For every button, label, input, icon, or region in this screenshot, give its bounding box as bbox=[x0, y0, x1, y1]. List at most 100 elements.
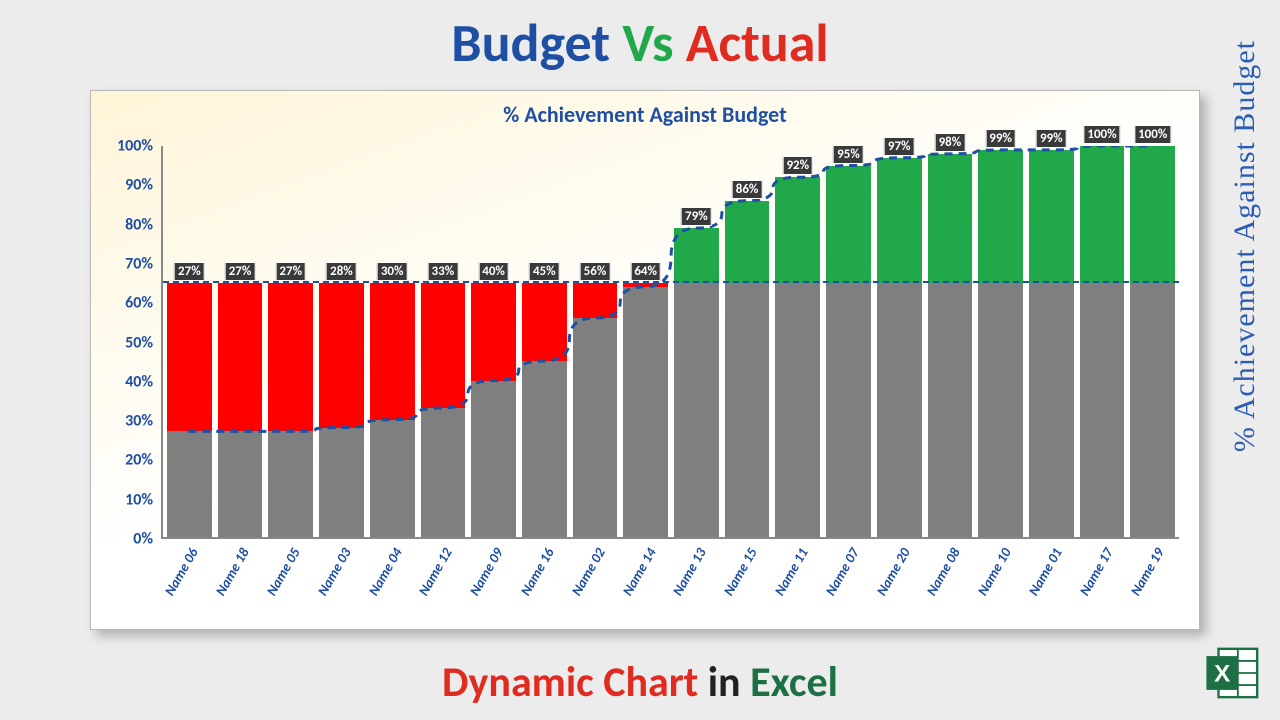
bar-slot: 98% bbox=[928, 146, 973, 537]
x-label: Name 04 bbox=[368, 539, 413, 629]
bar-actual bbox=[471, 381, 516, 537]
subtitle-word-in: in bbox=[708, 657, 741, 708]
bar-slot: 27% bbox=[218, 146, 263, 537]
bar-value-label: 27% bbox=[275, 262, 306, 281]
bar-below bbox=[522, 283, 567, 361]
y-tick: 60% bbox=[125, 294, 153, 313]
y-tick: 10% bbox=[125, 490, 153, 509]
x-label: Name 08 bbox=[927, 539, 972, 629]
bar-below bbox=[471, 283, 516, 381]
x-label: Name 06 bbox=[165, 539, 210, 629]
y-axis: 0%10%20%30%40%50%60%70%80%90%100% bbox=[91, 146, 161, 539]
bar-actual bbox=[978, 283, 1023, 537]
bar-below bbox=[370, 283, 415, 420]
bar-slot: 97% bbox=[877, 146, 922, 537]
x-label: Name 12 bbox=[419, 539, 464, 629]
y-tick: 30% bbox=[125, 412, 153, 431]
bar-actual bbox=[522, 361, 567, 537]
bar-slot: 33% bbox=[421, 146, 466, 537]
svg-text:X: X bbox=[1214, 660, 1230, 687]
x-label: Name 16 bbox=[521, 539, 566, 629]
bar-above bbox=[775, 177, 820, 283]
x-label: Name 15 bbox=[724, 539, 769, 629]
bar-actual bbox=[1080, 283, 1125, 537]
bar-value-label: 86% bbox=[732, 180, 763, 199]
bar-above bbox=[826, 166, 871, 283]
excel-icon: X bbox=[1204, 644, 1262, 702]
bar-value-label: 30% bbox=[377, 262, 408, 281]
bar-below bbox=[623, 283, 668, 287]
bar-slot: 27% bbox=[268, 146, 313, 537]
chart-container: % Achievement Against Budget 0%10%20%30%… bbox=[90, 90, 1200, 630]
y-tick: 0% bbox=[133, 530, 153, 549]
bar-value-label: 28% bbox=[326, 262, 357, 281]
x-label: Name 20 bbox=[876, 539, 921, 629]
bar-slot: 99% bbox=[978, 146, 1023, 537]
chart-title: % Achievement Against Budget bbox=[91, 91, 1199, 128]
bar-below bbox=[421, 283, 466, 408]
bar-slot: 95% bbox=[826, 146, 871, 537]
x-label: Name 02 bbox=[571, 539, 616, 629]
bar-actual bbox=[370, 420, 415, 537]
x-label: Name 07 bbox=[825, 539, 870, 629]
bar-value-label: 27% bbox=[174, 262, 205, 281]
bar-above bbox=[674, 228, 719, 283]
y-tick: 40% bbox=[125, 372, 153, 391]
bar-above bbox=[1080, 146, 1125, 283]
bar-actual bbox=[928, 283, 973, 537]
bar-actual bbox=[1130, 283, 1175, 537]
bar-actual bbox=[775, 283, 820, 537]
bar-slot: 64% bbox=[623, 146, 668, 537]
bar-slot: 28% bbox=[319, 146, 364, 537]
bar-value-label: 92% bbox=[782, 156, 813, 175]
x-label: Name 09 bbox=[470, 539, 515, 629]
bar-value-label: 98% bbox=[935, 133, 966, 152]
bar-actual bbox=[877, 283, 922, 537]
bar-value-label: 64% bbox=[630, 262, 661, 281]
x-label: Name 01 bbox=[1029, 539, 1074, 629]
bar-above bbox=[725, 201, 770, 283]
bar-slot: 40% bbox=[471, 146, 516, 537]
bar-value-label: 33% bbox=[428, 262, 459, 281]
bar-actual bbox=[319, 428, 364, 537]
bar-slot: 99% bbox=[1029, 146, 1074, 537]
title-word-actual: Actual bbox=[686, 10, 829, 76]
plot-area: 27% 27% 27% 28% 30% 33% 40% 45% 56% 64% 79% 86% 92% 9… bbox=[161, 146, 1179, 539]
bar-value-label: 99% bbox=[1036, 129, 1067, 148]
x-label: Name 13 bbox=[673, 539, 718, 629]
x-label: Name 18 bbox=[216, 539, 261, 629]
bar-value-label: 56% bbox=[580, 262, 611, 281]
bar-slot: 45% bbox=[522, 146, 567, 537]
x-label: Name 14 bbox=[622, 539, 667, 629]
bar-below bbox=[268, 283, 313, 432]
x-axis: Name 06Name 18Name 05Name 03Name 04Name … bbox=[161, 539, 1179, 629]
bar-above bbox=[928, 154, 973, 283]
threshold-line bbox=[163, 281, 1179, 283]
bar-slot: 79% bbox=[674, 146, 719, 537]
bar-above bbox=[1029, 150, 1074, 283]
bar-value-label: 99% bbox=[985, 129, 1016, 148]
bar-value-label: 79% bbox=[681, 207, 712, 226]
bar-slot: 30% bbox=[370, 146, 415, 537]
bar-above bbox=[1130, 146, 1175, 283]
bar-value-label: 27% bbox=[225, 262, 256, 281]
bar-below bbox=[319, 283, 364, 428]
x-label: Name 05 bbox=[267, 539, 312, 629]
bars-group: 27% 27% 27% 28% 30% 33% 40% 45% 56% 64% 79% 86% 92% 9… bbox=[163, 146, 1179, 537]
y-tick: 50% bbox=[125, 333, 153, 352]
bar-value-label: 45% bbox=[529, 262, 560, 281]
y-tick: 70% bbox=[125, 254, 153, 273]
bar-below bbox=[167, 283, 212, 432]
bar-actual bbox=[623, 287, 668, 537]
x-label: Name 19 bbox=[1130, 539, 1175, 629]
bar-above bbox=[978, 150, 1023, 283]
bar-slot: 100% bbox=[1130, 146, 1175, 537]
bar-actual bbox=[167, 431, 212, 537]
bar-actual bbox=[674, 283, 719, 537]
bar-value-label: 100% bbox=[1134, 125, 1171, 144]
bar-value-label: 97% bbox=[884, 137, 915, 156]
vertical-axis-label: % Achievement Against Budget bbox=[1228, 40, 1262, 452]
bar-value-label: 95% bbox=[833, 145, 864, 164]
bar-actual bbox=[1029, 283, 1074, 537]
x-label: Name 11 bbox=[775, 539, 820, 629]
